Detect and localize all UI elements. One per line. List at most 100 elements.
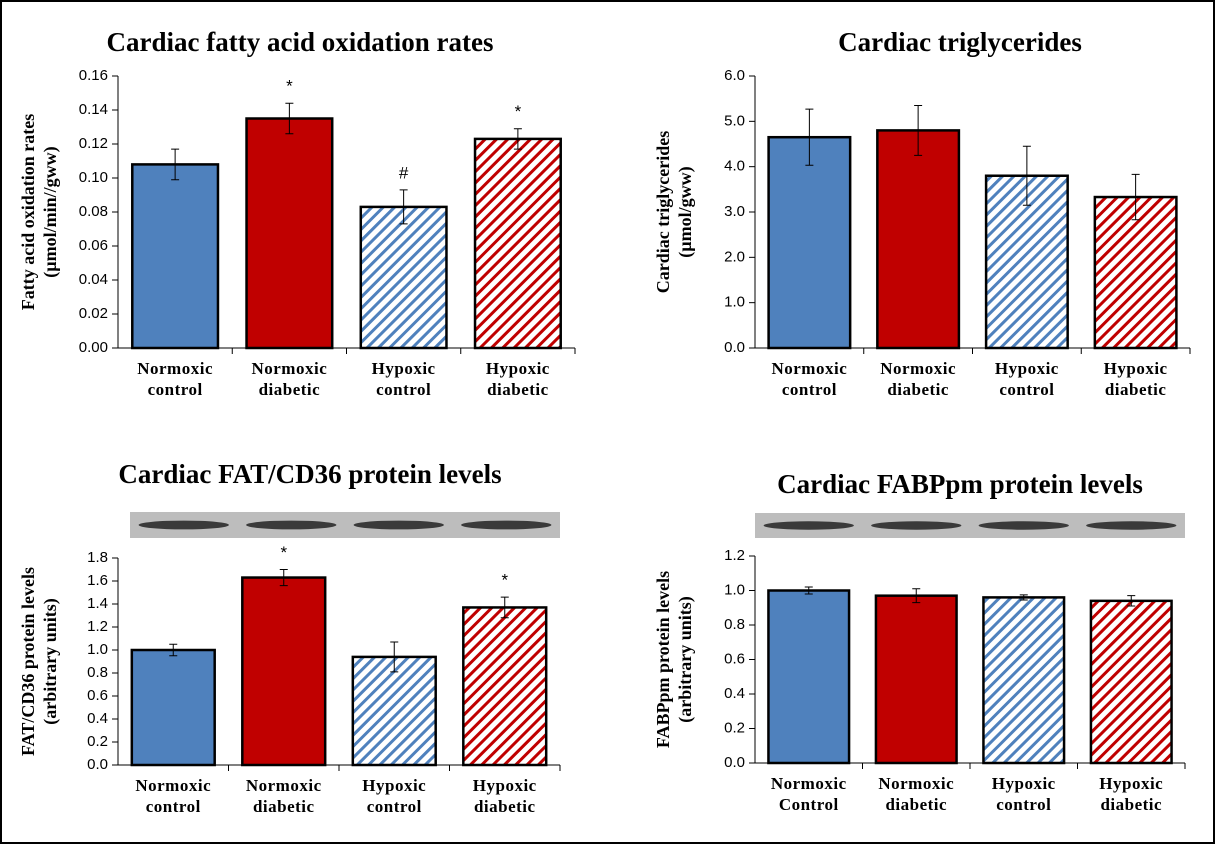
- y-tick-label: 0.0: [724, 339, 745, 356]
- y-tick-label: 1.0: [724, 294, 745, 311]
- y-tick-label: 0.0: [87, 756, 108, 773]
- blot-band: [764, 521, 854, 530]
- y-tick-label: 1.4: [87, 595, 108, 612]
- bar: [353, 657, 436, 765]
- x-tick-label: Normoxic control: [125, 775, 221, 817]
- x-tick-label: Hypoxic diabetic: [470, 358, 566, 400]
- x-tick-label-box: Normoxic diabetic: [229, 775, 340, 825]
- y-axis-label: (µmol/min//gww): [40, 146, 61, 277]
- x-tick-label: Normoxic control: [127, 358, 223, 400]
- y-tick-label: 4.0: [724, 158, 745, 175]
- y-tick-label: 0.2: [87, 733, 108, 750]
- x-tick-label-box: Normoxic diabetic: [232, 358, 346, 408]
- y-tick-label: 5.0: [724, 112, 745, 129]
- x-tick-label: Normoxic diabetic: [870, 358, 966, 400]
- y-tick-label: 1.2: [87, 618, 108, 635]
- y-axis-label: Fatty acid oxidation rates: [18, 114, 38, 310]
- y-tick-label: 1.6: [87, 572, 108, 589]
- x-tick-label: Hypoxic control: [356, 358, 452, 400]
- y-tick-label: 0.04: [79, 271, 108, 288]
- x-tick-label: Normoxic diabetic: [236, 775, 332, 817]
- significance-marker: #: [399, 163, 409, 182]
- y-tick-label: 1.8: [87, 549, 108, 566]
- x-tick-label: Hypoxic control: [976, 773, 1072, 815]
- y-tick-label: 0.02: [79, 305, 108, 322]
- x-tick-label-box: Hypoxic diabetic: [1078, 773, 1186, 823]
- significance-marker: *: [286, 77, 293, 96]
- x-tick-label: Normoxic control: [761, 358, 857, 400]
- y-tick-label: 0.8: [87, 664, 108, 681]
- y-tick-label: 1.2: [724, 547, 745, 564]
- x-tick-label-box: Hypoxic control: [347, 358, 461, 408]
- y-tick-label: 0.08: [79, 203, 108, 220]
- x-tick-label-box: Normoxic control: [755, 358, 864, 408]
- chart-title: Cardiac triglycerides: [838, 27, 1082, 57]
- x-tick-label-box: Hypoxic control: [339, 775, 450, 825]
- y-tick-label: 2.0: [724, 248, 745, 265]
- y-tick-label: 0.14: [79, 101, 108, 118]
- x-tick-label-box: Normoxic Control: [755, 773, 863, 823]
- y-axis-label: (arbitrary units): [675, 596, 696, 722]
- y-tick-label: 0.4: [87, 710, 108, 727]
- bar: [475, 139, 561, 348]
- blot-band: [871, 521, 961, 530]
- x-tick-label: Hypoxic control: [979, 358, 1075, 400]
- blot-band: [461, 521, 551, 530]
- x-tick-label-box: Normoxic control: [118, 358, 232, 408]
- x-tick-label: Normoxic diabetic: [241, 358, 337, 400]
- bar: [132, 650, 215, 765]
- x-tick-label-box: Hypoxic diabetic: [450, 775, 561, 825]
- chart-title: Cardiac FAT/CD36 protein levels: [118, 459, 501, 489]
- y-tick-label: 0.6: [87, 687, 108, 704]
- chart-title: Cardiac FABPpm protein levels: [777, 469, 1143, 499]
- bar: [242, 578, 325, 765]
- x-tick-label-box: Hypoxic diabetic: [1081, 358, 1190, 408]
- blot-band: [139, 521, 229, 530]
- bar: [361, 207, 447, 348]
- y-axis-label: Cardiac triglycerides: [653, 131, 673, 293]
- x-tick-label-box: Hypoxic diabetic: [461, 358, 575, 408]
- significance-marker: *: [501, 571, 508, 590]
- y-tick-label: 0.12: [79, 135, 108, 152]
- bar: [1091, 601, 1172, 763]
- y-tick-label: 3.0: [724, 203, 745, 220]
- y-tick-label: 0.16: [79, 67, 108, 84]
- bar: [876, 596, 957, 763]
- y-tick-label: 0.8: [724, 616, 745, 633]
- significance-marker: *: [515, 102, 522, 121]
- blot-band: [354, 521, 444, 530]
- x-tick-label-box: Normoxic diabetic: [863, 773, 971, 823]
- bar: [877, 130, 959, 348]
- x-tick-label: Normoxic Control: [761, 773, 857, 815]
- significance-marker: *: [280, 543, 287, 562]
- bar: [247, 119, 333, 349]
- y-tick-label: 0.4: [724, 685, 745, 702]
- x-tick-label-box: Normoxic diabetic: [864, 358, 973, 408]
- y-axis-label: FABPpm protein levels: [653, 571, 673, 748]
- y-tick-label: 0.06: [79, 237, 108, 254]
- y-tick-label: 0.2: [724, 719, 745, 736]
- y-tick-label: 1.0: [724, 581, 745, 598]
- y-tick-label: 6.0: [724, 67, 745, 84]
- x-tick-label: Normoxic diabetic: [868, 773, 964, 815]
- x-tick-label-box: Hypoxic control: [973, 358, 1082, 408]
- y-tick-label: 0.10: [79, 169, 108, 186]
- blot-band: [246, 521, 336, 530]
- x-tick-label: Hypoxic diabetic: [1088, 358, 1184, 400]
- y-tick-label: 0.0: [724, 754, 745, 771]
- y-axis-label: (µmol/gww): [675, 166, 696, 257]
- x-tick-label: Hypoxic control: [346, 775, 442, 817]
- y-tick-label: 0.6: [724, 650, 745, 667]
- bar: [769, 137, 851, 348]
- bar: [132, 164, 218, 348]
- blot-band: [1086, 521, 1176, 530]
- figure: Cardiac fatty acid oxidation ratesFatty …: [0, 0, 1216, 845]
- y-axis-label: (arbitrary units): [40, 598, 61, 724]
- y-tick-label: 1.0: [87, 641, 108, 658]
- bar: [463, 607, 546, 765]
- y-axis-label: FAT/CD36 protein levels: [18, 567, 38, 756]
- x-tick-label: Hypoxic diabetic: [1083, 773, 1179, 815]
- x-tick-label: Hypoxic diabetic: [457, 775, 553, 817]
- bar: [983, 597, 1064, 763]
- bar: [768, 591, 849, 764]
